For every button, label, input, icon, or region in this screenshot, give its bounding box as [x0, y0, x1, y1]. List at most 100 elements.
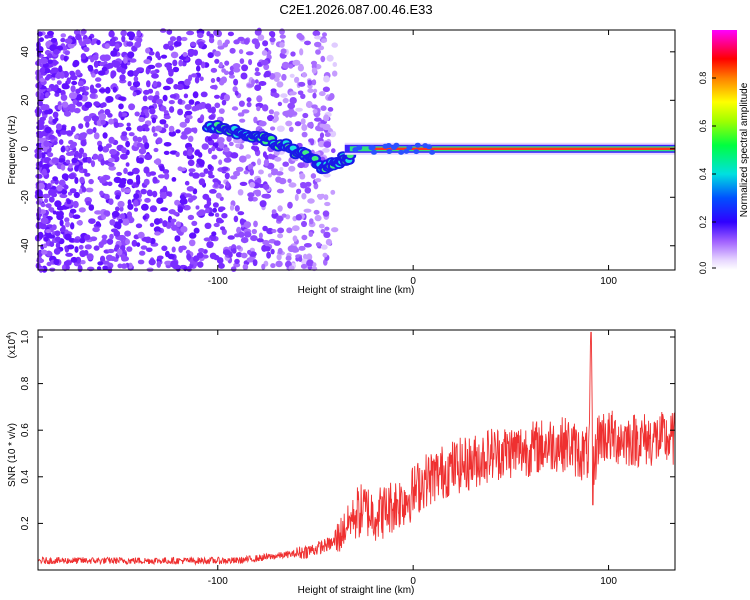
steady-signal-blob: [369, 145, 376, 151]
noise-speckle: [216, 76, 221, 82]
noise-speckle: [188, 171, 194, 177]
noise-speckle: [105, 143, 112, 148]
noise-speckle: [153, 132, 158, 137]
noise-speckle: [95, 77, 102, 82]
noise-speckle: [136, 178, 141, 185]
noise-speckle: [300, 263, 308, 269]
noise-speckle: [187, 214, 195, 220]
noise-speckle: [76, 94, 83, 101]
noise-speckle: [168, 100, 175, 105]
noise-speckle: [258, 81, 267, 86]
noise-speckle: [254, 71, 261, 76]
noise-speckle: [44, 198, 49, 203]
noise-speckle: [322, 210, 330, 217]
noise-speckle: [69, 92, 77, 100]
noise-speckle: [207, 52, 214, 59]
steady-signal-blob: [429, 149, 436, 155]
noise-speckle: [303, 253, 308, 260]
noise-speckle: [157, 55, 162, 61]
noise-speckle: [187, 159, 195, 167]
noise-speckle: [203, 168, 209, 174]
noise-speckle: [292, 59, 301, 66]
noise-speckle: [54, 236, 61, 243]
noise-speckle: [201, 143, 209, 150]
noise-speckle: [300, 118, 306, 125]
noise-speckle: [198, 178, 206, 186]
noise-speckle: [235, 252, 243, 258]
noise-speckle: [50, 86, 58, 92]
noise-speckle: [163, 43, 170, 50]
noise-speckle: [60, 164, 66, 171]
colorbar-tick-label: 0.2: [698, 216, 708, 229]
noise-speckle: [306, 253, 313, 261]
noise-speckle: [149, 205, 158, 213]
noise-speckle: [140, 245, 148, 250]
noise-speckle: [63, 110, 72, 117]
noise-speckle: [291, 225, 300, 232]
noise-speckle: [210, 134, 218, 140]
noise-speckle: [277, 233, 284, 239]
noise-speckle: [61, 225, 66, 232]
noise-speckle: [233, 262, 241, 268]
noise-speckle: [148, 51, 155, 56]
noise-speckle: [75, 109, 80, 114]
noise-speckle: [258, 232, 263, 239]
noise-speckle: [74, 134, 79, 140]
noise-speckle: [218, 78, 225, 86]
noise-speckle: [69, 143, 76, 149]
noise-speckle: [184, 104, 192, 110]
noise-speckle: [103, 210, 109, 215]
colorbar-tick-label: 0.4: [698, 168, 708, 181]
noise-speckle: [262, 239, 270, 246]
noise-speckle: [145, 67, 150, 75]
noise-speckle: [144, 197, 151, 203]
noise-speckle: [46, 183, 52, 190]
noise-speckle: [142, 215, 147, 221]
noise-speckle: [53, 258, 60, 266]
noise-speckle: [240, 237, 249, 244]
noise-speckle: [155, 98, 164, 105]
noise-speckle: [163, 150, 170, 155]
noise-speckle: [70, 256, 78, 263]
noise-speckle: [105, 254, 114, 261]
spectrogram-y-axis-label: Frequency (Hz): [7, 116, 18, 185]
noise-speckle: [126, 178, 134, 185]
noise-speckle: [176, 83, 184, 90]
noise-speckle: [322, 252, 328, 258]
noise-speckle: [168, 125, 175, 133]
noise-speckle: [48, 189, 55, 196]
noise-speckle: [47, 53, 53, 59]
noise-speckle: [296, 32, 303, 40]
noise-speckle: [168, 45, 174, 51]
noise-speckle: [135, 69, 140, 75]
noise-speckle: [305, 100, 313, 109]
noise-speckle: [66, 77, 71, 85]
noise-speckle: [273, 240, 281, 246]
noise-speckle: [322, 32, 327, 37]
noise-speckle: [102, 132, 108, 139]
noise-speckle: [88, 204, 95, 211]
noise-speckle: [40, 217, 49, 224]
noise-speckle: [227, 235, 235, 240]
noise-speckle: [43, 68, 51, 74]
noise-speckle: [92, 226, 100, 233]
snr-x-tick-label: -100: [208, 576, 228, 587]
noise-speckle: [48, 116, 53, 122]
noise-speckle: [192, 172, 200, 179]
noise-speckle: [162, 169, 170, 174]
noise-speckle: [52, 111, 59, 119]
noise-speckle: [187, 149, 193, 157]
noise-speckle: [128, 132, 135, 137]
noise-speckle: [149, 107, 156, 115]
noise-speckle: [253, 189, 261, 195]
noise-speckle: [135, 223, 143, 229]
noise-speckle: [323, 114, 330, 122]
noise-speckle: [276, 215, 284, 222]
noise-speckle: [275, 171, 284, 176]
noise-speckle: [251, 38, 259, 45]
noise-speckle: [306, 259, 314, 267]
noise-speckle: [288, 126, 294, 132]
noise-speckle: [195, 58, 203, 66]
noise-speckle: [125, 126, 132, 131]
noise-speckle: [291, 246, 299, 253]
